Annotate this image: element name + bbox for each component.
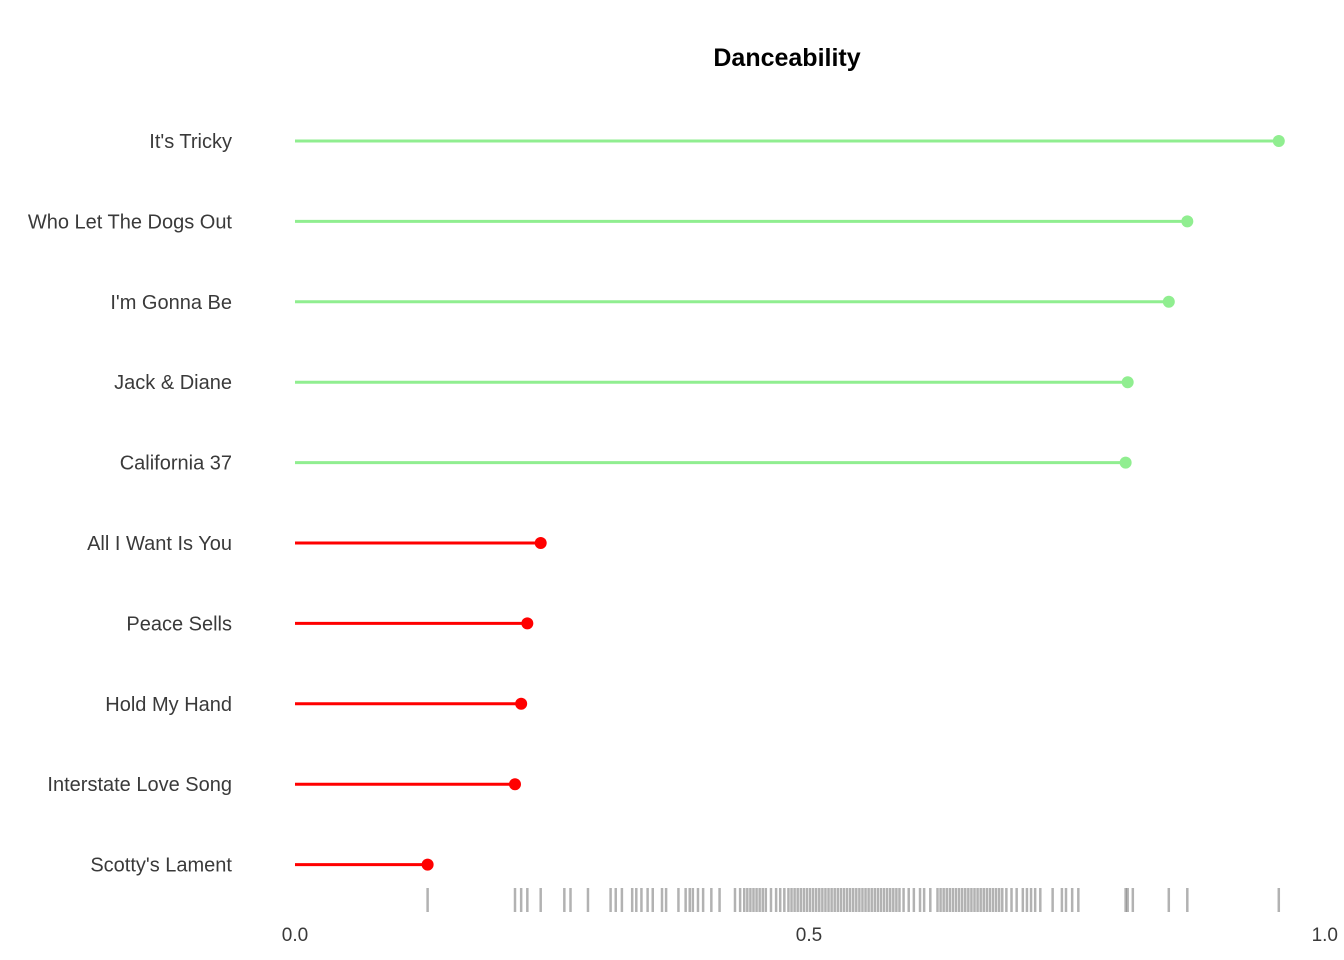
category-label: All I Want Is You [87,533,232,555]
lollipop-row: Who Let The Dogs Out [28,211,1194,233]
x-tick-label: 0.0 [282,925,308,946]
x-tick-label: 1.0 [1312,925,1338,946]
lollipop-row: Peace Sells [126,613,534,635]
chart-title: Danceability [713,44,860,72]
lollipop-row: California 37 [120,453,1132,475]
x-tick-label: 0.5 [796,925,822,946]
category-label: Interstate Love Song [47,774,232,796]
lollipop-dot [534,537,547,549]
lollipop-row: Interstate Love Song [47,774,521,796]
lollipop-row: All I Want Is You [87,533,547,555]
lollipop-dot [508,778,521,791]
category-label: Scotty's Lament [90,855,232,877]
x-axis-ticks: 0.0 0.5 1.0 [282,925,1338,946]
lollipop-dot [1272,135,1285,147]
lollipop-dot [421,858,434,871]
rug-marks [426,888,1281,912]
lollipop-rows: It's Tricky Who Let The Dogs Out I'm Gonna… [28,131,1285,877]
category-label: Peace Sells [126,613,232,635]
category-label: Who Let The Dogs Out [28,211,233,233]
category-label: Hold My Hand [105,694,232,716]
lollipop-dot [1121,376,1134,389]
lollipop-dot [521,617,534,630]
category-label: It's Tricky [149,131,232,153]
category-label: California 37 [120,453,232,475]
lollipop-row: Jack & Diane [114,372,1134,394]
lollipop-row: I'm Gonna Be [110,292,1175,314]
lollipop-dot [1181,215,1194,228]
lollipop-row: It's Tricky [149,131,1285,153]
lollipop-row: Scotty's Lament [90,855,434,877]
category-label: I'm Gonna Be [110,292,232,314]
lollipop-row: Hold My Hand [105,694,528,716]
lollipop-dot [515,697,528,710]
category-label: Jack & Diane [114,372,232,394]
lollipop-dot [1162,295,1175,308]
lollipop-dot [1119,456,1132,469]
